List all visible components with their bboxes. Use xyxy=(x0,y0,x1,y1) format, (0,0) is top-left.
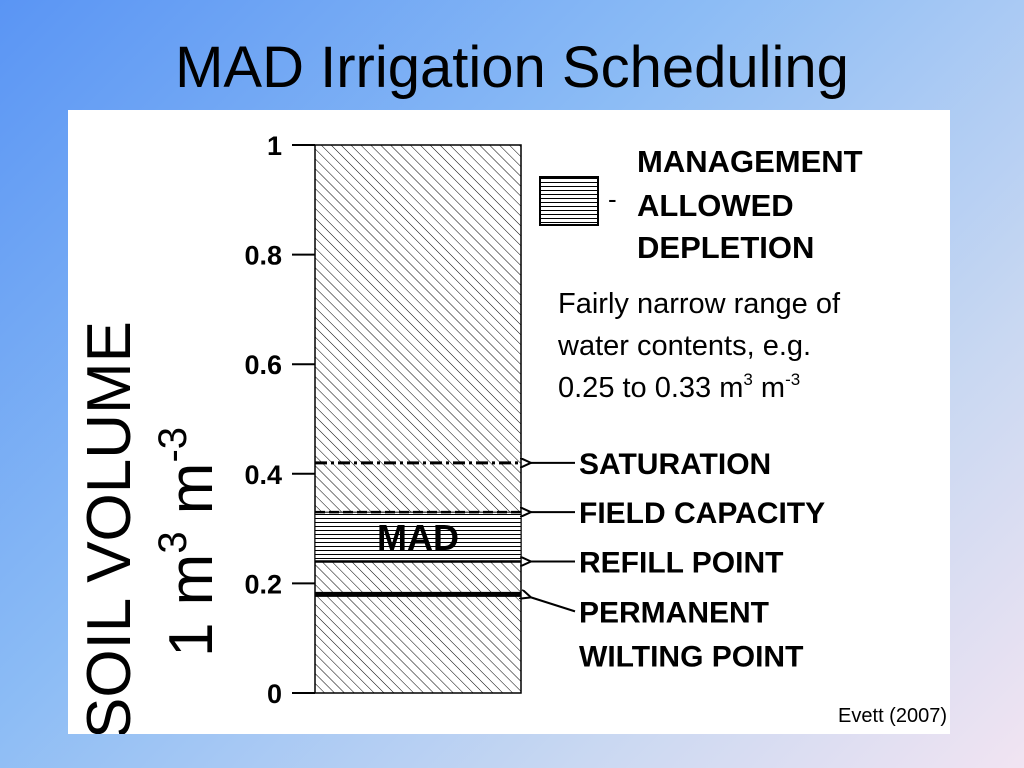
permanent-wilting-point-arrow xyxy=(531,597,576,613)
y-tick-label-2: 0.4 xyxy=(244,460,282,490)
soil-column-bar xyxy=(314,144,522,694)
y-tick-label-0: 0 xyxy=(267,679,282,709)
water-levels xyxy=(315,461,521,597)
y-tick-label-1: 0.2 xyxy=(244,569,282,599)
y-axis-unit-text: 1 m3 m-3 xyxy=(151,427,226,657)
field-capacity-label: FIELD CAPACITY xyxy=(579,497,825,530)
legend-line-3: DEPLETION xyxy=(637,230,814,265)
saturation-label: SATURATION xyxy=(579,448,771,481)
source-credit: Evett (2007) xyxy=(838,705,947,727)
legend-dash: - xyxy=(608,184,617,214)
slide-title: MAD Irrigation Scheduling xyxy=(175,35,849,100)
level-labels: SATURATION FIELD CAPACITY REFILL POINT PERM… xyxy=(531,448,825,673)
permanent-wilting-point-label: PERMANENT xyxy=(579,596,769,629)
mad-band-label: MAD xyxy=(377,517,459,558)
annotation-line-1: Fairly narrow range of xyxy=(558,288,841,320)
y-axis-title-line1: SOIL VOLUME xyxy=(75,321,144,734)
legend: - MANAGEMENT ALLOWED DEPLETION xyxy=(539,144,863,265)
y-tick-label-4: 0.8 xyxy=(244,241,282,271)
refill-point-label: REFILL POINT xyxy=(579,546,783,579)
y-tick-label-5: 1 xyxy=(267,131,282,161)
legend-line-2: ALLOWED xyxy=(637,188,794,223)
legend-swatch xyxy=(539,176,599,226)
annotation-line-3: 0.25 to 0.33 m3 m-3 xyxy=(558,370,800,404)
y-axis-unit: 1 m3 m-3 xyxy=(151,427,226,657)
permanent-wilting-point-label-2: WILTING POINT xyxy=(579,640,803,673)
annotation-line-2: water contents, e.g. xyxy=(557,330,811,362)
soil-column: MAD xyxy=(314,144,522,694)
y-tick-label-3: 0.6 xyxy=(244,350,282,380)
legend-line-1: MANAGEMENT xyxy=(637,144,863,179)
y-axis-ticks: 0 0.2 0.4 0.6 0.8 1 xyxy=(244,131,315,709)
figure-panel: SOIL VOLUME 1 m3 m-3 0 0.2 0.4 0.6 0.8 1 MAD … xyxy=(68,110,950,739)
soil-volume-diagram: SOIL VOLUME 1 m3 m-3 00.20.40.60.81 MAD … xyxy=(75,131,947,739)
annotation: Fairly narrow range of water contents, e… xyxy=(557,288,841,404)
y-axis-title: SOIL VOLUME xyxy=(75,321,144,739)
